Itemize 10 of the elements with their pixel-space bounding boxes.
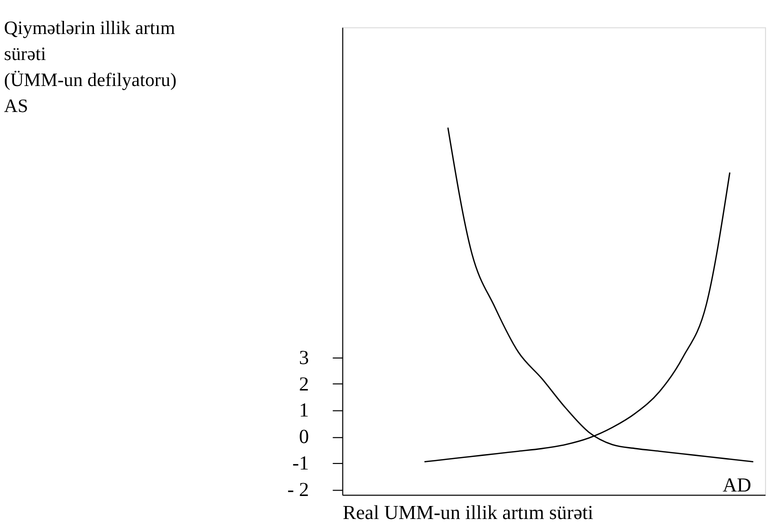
series-label: AD [722, 474, 752, 497]
y-tick-label: 1 [298, 400, 309, 422]
y-tick-label: - 2 [287, 478, 309, 501]
y-tick-label: -1 [292, 452, 309, 475]
x-axis-title: Real UMM-un illik artım sürəti [342, 502, 594, 524]
y-tick-label: 2 [298, 373, 309, 396]
y-tick-label: 0 [298, 426, 309, 448]
y-tick-label: 3 [298, 346, 309, 369]
text: AS [4, 96, 28, 117]
text: Qiymətlərin illik artım sürəti (ÜMM-un defilyatoru) [4, 18, 177, 91]
